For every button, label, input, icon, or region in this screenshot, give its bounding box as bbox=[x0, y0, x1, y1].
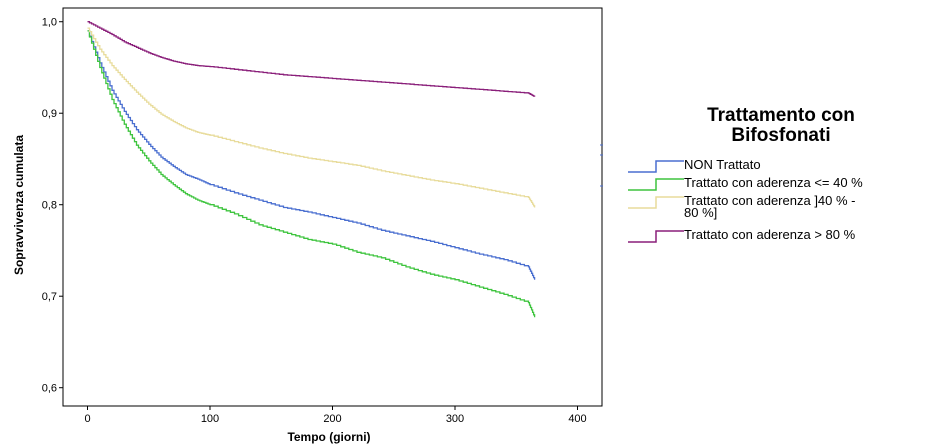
legend-item: Trattato con aderenza <= 40 % bbox=[628, 176, 933, 194]
y-axis-title: Sopravvivenza cumulata bbox=[12, 135, 26, 275]
edge-tick-marks bbox=[600, 144, 603, 187]
y-tick-label: 0,6 bbox=[42, 383, 57, 395]
legend-title-line1: Trattamento con bbox=[707, 105, 855, 126]
legend-item: NON Trattato bbox=[628, 158, 933, 176]
series-line-2 bbox=[87, 30, 536, 318]
x-tick-label: 300 bbox=[446, 413, 464, 425]
legend: Trattamento con Bifosfonati NON Trattato… bbox=[628, 106, 933, 246]
legend-swatch bbox=[628, 178, 684, 191]
x-axis-title: Tempo (giorni) bbox=[287, 430, 370, 444]
y-tick-label: 1,0 bbox=[42, 17, 57, 29]
legend-item: Trattato con aderenza > 80 % bbox=[628, 228, 933, 246]
y-axis: 0,6 0,7 0,8 0,9 1,0 bbox=[42, 17, 63, 395]
legend-item: Trattato con aderenza ]40 % - 80 %] bbox=[628, 194, 933, 228]
x-tick-label: 400 bbox=[568, 413, 586, 425]
x-tick-label: 0 bbox=[84, 413, 90, 425]
x-tick-label: 200 bbox=[323, 413, 341, 425]
legend-label: Trattato con aderenza <= 40 % bbox=[684, 175, 863, 190]
x-axis: 0 100 200 300 400 bbox=[84, 406, 587, 425]
legend-label: Trattato con aderenza ]40 % - 80 %] bbox=[684, 193, 856, 220]
legend-label: NON Trattato bbox=[684, 157, 761, 172]
y-tick-label: 0,7 bbox=[42, 291, 57, 303]
legend-swatch bbox=[628, 160, 684, 173]
series-line-4 bbox=[87, 21, 536, 97]
series-line-1 bbox=[87, 30, 536, 280]
legend-title-line2: Bifosfonati bbox=[731, 125, 831, 146]
series-layer bbox=[87, 21, 536, 318]
legend-swatch bbox=[628, 230, 684, 243]
legend-title: Trattamento con Bifosfonati bbox=[646, 106, 916, 146]
series-line-3 bbox=[87, 27, 536, 208]
legend-label: Trattato con aderenza > 80 % bbox=[684, 227, 856, 242]
legend-swatch bbox=[628, 196, 684, 209]
plot-frame bbox=[62, 7, 603, 407]
y-tick-label: 0,8 bbox=[42, 200, 57, 212]
x-tick-label: 100 bbox=[201, 413, 219, 425]
y-tick-label: 0,9 bbox=[42, 108, 57, 120]
